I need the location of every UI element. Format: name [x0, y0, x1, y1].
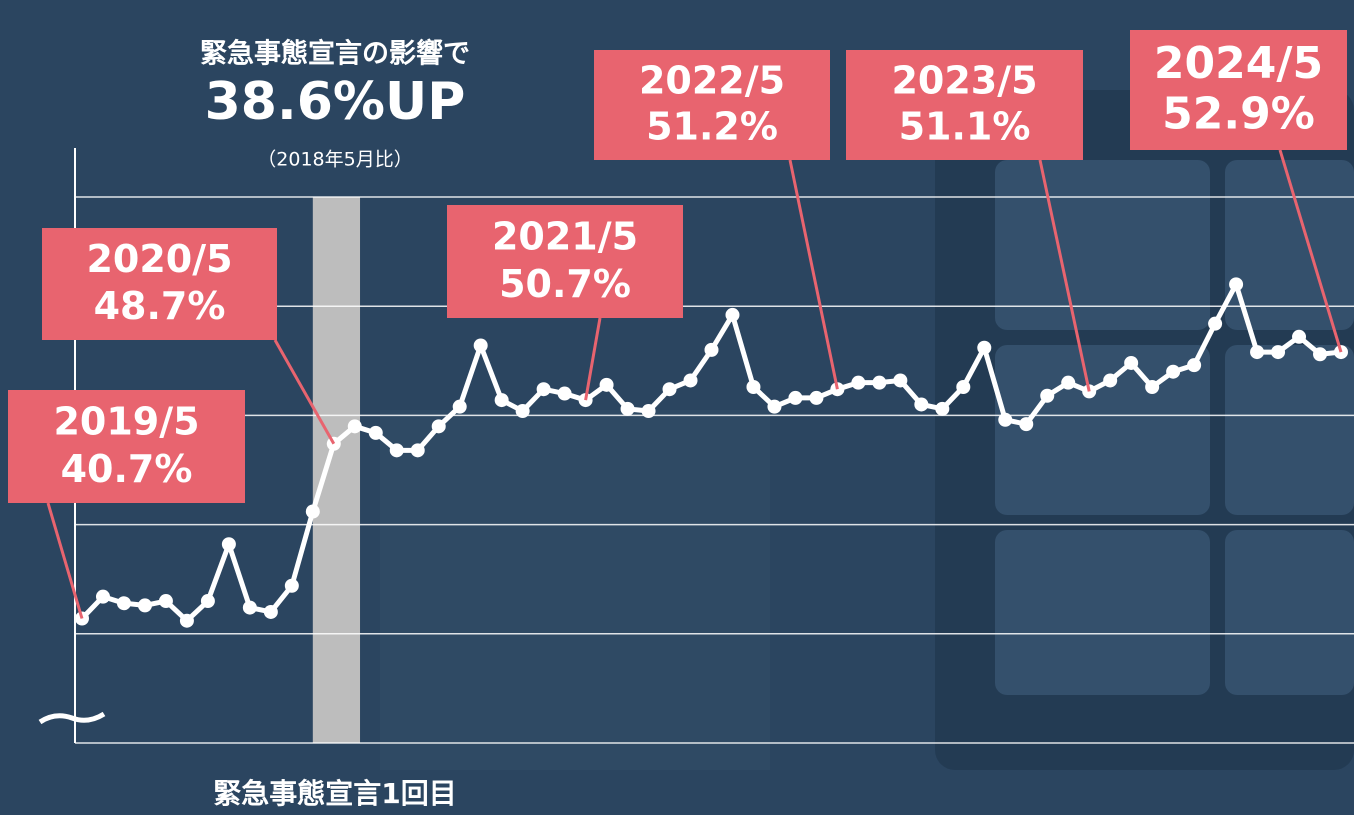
data-point [893, 373, 908, 388]
data-point [704, 342, 719, 357]
callout-leader [584, 317, 602, 401]
data-point [515, 404, 530, 419]
callout-value: 51.1% [899, 105, 1031, 149]
data-point [158, 594, 173, 609]
data-point [1124, 355, 1139, 370]
annotation-note: （2018年5月比） [257, 149, 412, 171]
callout-leader [1038, 159, 1091, 392]
callout-box [42, 228, 277, 340]
data-point [851, 375, 866, 390]
callout-value: 52.9% [1162, 88, 1315, 139]
annotation-heading: 緊急事態宣言の影響で [200, 38, 470, 70]
decor-tile [995, 160, 1210, 330]
data-point [1271, 345, 1286, 360]
callout-value: 51.2% [646, 105, 778, 149]
decor-tile [1225, 530, 1354, 695]
data-point [998, 412, 1013, 427]
data-point [1019, 417, 1034, 432]
data-point [1061, 375, 1076, 390]
data-point [809, 390, 824, 405]
data-point [410, 443, 425, 458]
data-point [1313, 347, 1328, 362]
data-point [956, 380, 971, 395]
emergency-band [312, 197, 361, 743]
callout-leader [788, 159, 839, 390]
callout-date: 2023/5 [891, 59, 1037, 103]
data-point [494, 393, 509, 408]
data-point [977, 340, 992, 355]
data-point [284, 578, 299, 593]
data-point [179, 613, 194, 628]
data-point [221, 537, 236, 552]
data-point [557, 386, 572, 401]
callout-value: 50.7% [499, 262, 631, 306]
data-point [368, 425, 383, 440]
data-point [725, 307, 740, 322]
data-point [1145, 380, 1160, 395]
callout-value: 48.7% [94, 284, 226, 328]
data-point [263, 604, 278, 619]
data-point [1250, 345, 1265, 360]
data-point [347, 419, 362, 434]
data-point [536, 382, 551, 397]
data-point [914, 397, 929, 412]
callout-box [1130, 30, 1347, 150]
data-point [935, 401, 950, 416]
data-point [137, 598, 152, 613]
data-point [200, 594, 215, 609]
callout-leader [46, 502, 84, 619]
callout-leader [273, 339, 336, 445]
data-point [620, 401, 635, 416]
axis-break [38, 711, 106, 725]
data-point [95, 589, 110, 604]
callout-box [594, 50, 830, 160]
data-point [641, 404, 656, 419]
callout-box [447, 205, 683, 318]
data-point [1103, 373, 1118, 388]
decor-tile [1225, 345, 1354, 515]
data-point [683, 373, 698, 388]
callout-value: 40.7% [61, 447, 193, 491]
decor-tile [995, 530, 1210, 695]
data-point [767, 399, 782, 414]
callout-date: 2022/5 [639, 59, 785, 103]
data-point [872, 375, 887, 390]
data-point [116, 596, 131, 611]
data-point [305, 504, 320, 519]
annotation-value: 38.6%UP [205, 72, 466, 132]
decor-box [380, 410, 770, 770]
data-point [1166, 364, 1181, 379]
data-point [1187, 358, 1202, 373]
callout-leader [1278, 149, 1343, 353]
data-point [452, 399, 467, 414]
data-point [389, 443, 404, 458]
data-point [473, 338, 488, 353]
band-label: 緊急事態宣言1回目 [213, 777, 456, 810]
callout-date: 2019/5 [53, 399, 199, 443]
data-point [599, 377, 614, 392]
data-point [662, 382, 677, 397]
callout-date: 2021/5 [492, 214, 638, 258]
data-point [1229, 277, 1244, 292]
data-point [242, 600, 257, 615]
data-point [1292, 329, 1307, 344]
data-point [431, 419, 446, 434]
callout-date: 2024/5 [1154, 38, 1323, 89]
data-point [746, 380, 761, 395]
callout-box [8, 390, 245, 503]
callout-date: 2020/5 [86, 237, 232, 281]
data-point [1208, 316, 1223, 331]
data-point [1040, 388, 1055, 403]
data-point [788, 390, 803, 405]
callout-box [846, 50, 1083, 160]
